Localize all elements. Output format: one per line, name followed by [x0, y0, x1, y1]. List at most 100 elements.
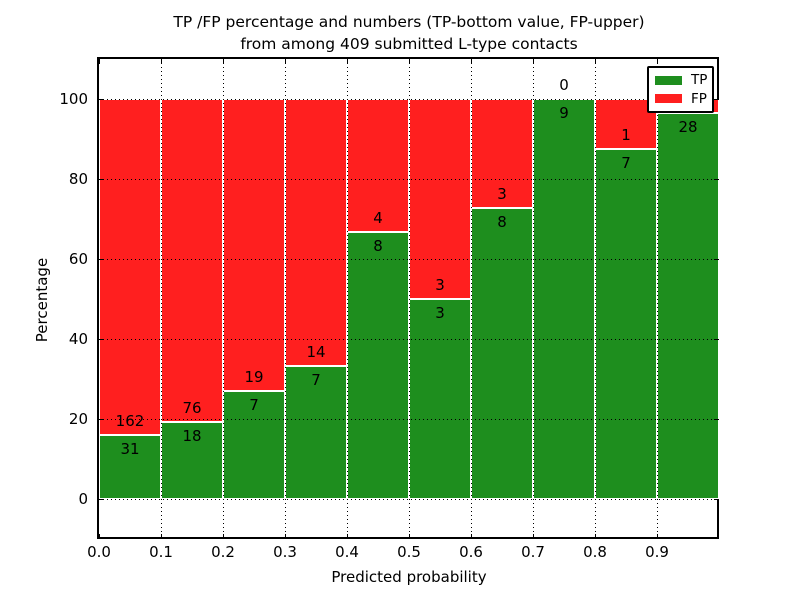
chart-title-line2: from among 409 submitted L-type contacts	[240, 35, 578, 53]
tp-bar-segment	[223, 391, 285, 499]
y-axis-tick-right	[714, 258, 719, 260]
x-axis-tick	[346, 534, 348, 539]
fp-bar-segment	[285, 99, 347, 366]
y-axis-tick	[99, 98, 104, 100]
y-axis-tick-right	[714, 98, 719, 100]
tp-count-label: 31	[120, 439, 140, 458]
x-tick-label: 0.2	[211, 543, 235, 561]
x-tick-label: 0.6	[459, 543, 483, 561]
fp-count-label: 0	[559, 76, 569, 94]
tp-count-label: 28	[678, 117, 698, 136]
y-tick-label: 20	[68, 410, 88, 428]
grid-line-vertical	[223, 59, 224, 539]
tp-bar-segment	[657, 112, 719, 499]
plot-area: 1623176181971474833380917128	[98, 59, 719, 539]
y-axis-tick-right	[714, 338, 719, 340]
x-tick-label: 0.0	[87, 543, 111, 561]
tp-bar-segment	[595, 149, 657, 499]
grid-line-vertical	[595, 59, 596, 539]
x-tick-label: 0.7	[521, 543, 545, 561]
legend-item-tp: TP	[655, 72, 708, 89]
chart-title: TP /FP percentage and numbers (TP-bottom…	[99, 11, 719, 55]
fp-count-label: 3	[497, 185, 507, 204]
y-tick-label: 100	[59, 90, 88, 108]
x-tick-label: 0.4	[335, 543, 359, 561]
y-axis-tick	[99, 178, 104, 180]
fp-bar-segment	[99, 99, 161, 435]
fp-bar-segment	[223, 99, 285, 392]
x-axis-tick-top	[656, 59, 658, 64]
fp-bar-segment	[347, 99, 409, 233]
y-tick-label: 0	[78, 490, 88, 508]
x-axis-tick-top	[222, 59, 224, 64]
tp-count-label: 7	[311, 370, 321, 389]
y-axis-tick	[99, 338, 104, 340]
fp-count-label: 14	[306, 342, 326, 361]
fp-count-label: 19	[244, 368, 264, 387]
x-axis-tick-top	[98, 59, 100, 64]
x-axis-tick-top	[284, 59, 286, 64]
x-axis-tick	[222, 534, 224, 539]
x-axis-tick	[594, 534, 596, 539]
chart-title-line1: TP /FP percentage and numbers (TP-bottom…	[173, 13, 645, 31]
x-axis-tick	[532, 534, 534, 539]
y-axis-tick-right	[714, 498, 719, 500]
tp-count-label: 8	[373, 237, 383, 256]
x-axis-tick	[470, 534, 472, 539]
y-tick-label: 40	[68, 330, 88, 348]
fp-bar-segment	[409, 99, 471, 299]
legend: TP FP	[647, 66, 714, 113]
x-axis-label: Predicted probability	[331, 568, 487, 586]
grid-line-vertical	[657, 59, 658, 539]
y-axis-tick	[99, 498, 104, 500]
tp-count-label: 9	[559, 104, 569, 122]
x-axis-tick	[160, 534, 162, 539]
x-axis-tick	[408, 534, 410, 539]
grid-line-vertical	[347, 59, 348, 539]
tp-count-label: 18	[182, 427, 202, 446]
grid-line-vertical	[533, 59, 534, 539]
grid-line-vertical	[285, 59, 286, 539]
y-axis-tick	[99, 258, 104, 260]
x-axis-tick	[656, 534, 658, 539]
grid-line-vertical	[161, 59, 162, 539]
y-tick-label: 80	[68, 170, 88, 188]
x-axis-tick	[284, 534, 286, 539]
tp-count-label: 8	[497, 213, 507, 232]
fp-bar-segment	[161, 99, 223, 423]
tp-count-label: 7	[249, 396, 259, 415]
x-tick-label: 0.3	[273, 543, 297, 561]
x-axis-tick-top	[532, 59, 534, 64]
tp-bar-segment	[471, 208, 533, 499]
x-tick-label: 0.9	[645, 543, 669, 561]
tp-bar-segment	[347, 232, 409, 499]
y-axis-tick	[99, 418, 104, 420]
fp-count-label: 1	[621, 126, 631, 144]
tp-bar-segment	[99, 434, 161, 499]
legend-label-fp: FP	[691, 90, 707, 107]
x-axis-tick-top	[408, 59, 410, 64]
legend-item-fp: FP	[655, 90, 707, 107]
fp-count-label: 162	[115, 411, 145, 430]
tp-swatch-icon	[655, 75, 682, 85]
y-axis-tick-right	[714, 178, 719, 180]
x-axis-tick	[98, 534, 100, 539]
x-tick-label: 0.5	[397, 543, 421, 561]
x-axis-tick-top	[470, 59, 472, 64]
y-axis-tick-right	[714, 418, 719, 420]
x-axis-tick-top	[160, 59, 162, 64]
tp-bar-segment	[533, 99, 595, 499]
legend-label-tp: TP	[691, 72, 708, 89]
x-tick-label: 0.8	[583, 543, 607, 561]
x-axis-tick-top	[594, 59, 596, 64]
tp-count-label: 7	[621, 154, 631, 172]
fp-swatch-icon	[655, 94, 682, 104]
grid-line-vertical	[409, 59, 410, 539]
x-axis-tick-top	[346, 59, 348, 64]
tp-bar-segment	[409, 299, 471, 499]
y-tick-label: 60	[68, 250, 88, 268]
grid-line-vertical	[471, 59, 472, 539]
fp-count-label: 76	[182, 399, 202, 418]
x-tick-label: 0.1	[149, 543, 173, 561]
